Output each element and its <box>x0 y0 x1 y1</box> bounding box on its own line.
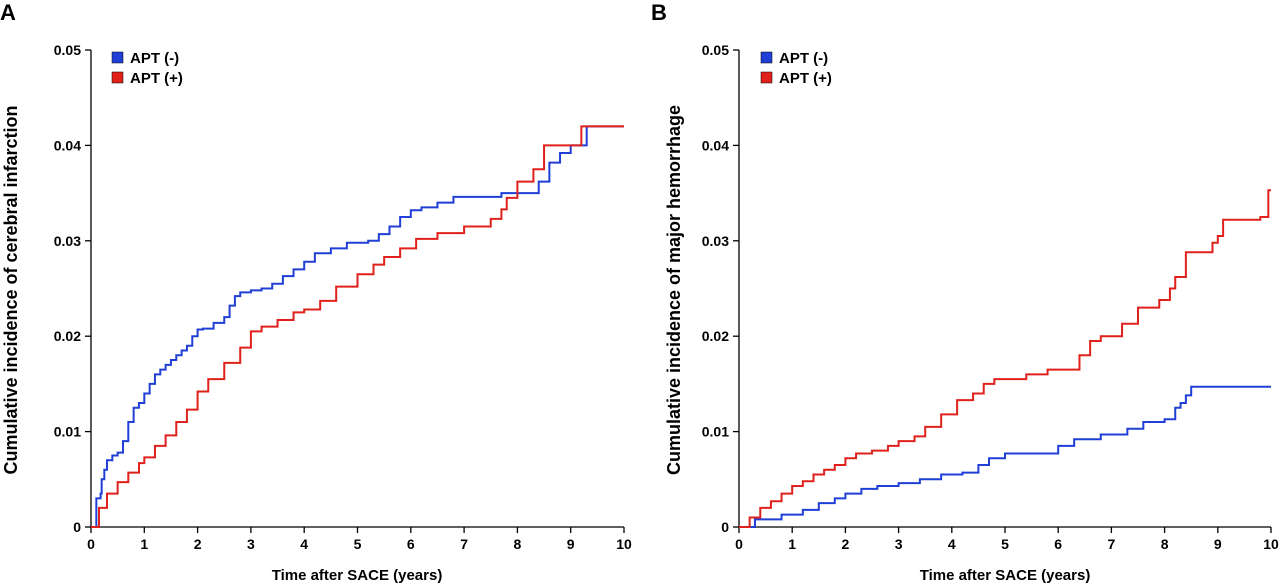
legend-swatch-apt-minus <box>760 51 773 64</box>
y-axis-title: Cumulative incidence of cerebral infarct… <box>1 105 21 474</box>
x-tick-label: 10 <box>1263 536 1279 552</box>
x-tick-label: 7 <box>460 536 468 552</box>
y-tick-label: 0 <box>721 519 729 535</box>
x-tick-label: 1 <box>140 536 148 552</box>
legend: APT (-) APT (+) <box>760 50 832 87</box>
x-tick-label: 3 <box>895 536 903 552</box>
legend-label-apt-minus: APT (-) <box>779 50 828 67</box>
legend-label-apt-plus: APT (+) <box>779 70 832 87</box>
legend-swatch-apt-minus <box>111 51 124 64</box>
series-layer <box>739 189 1271 528</box>
y-tick-label: 0.01 <box>702 424 729 440</box>
y-axis-title: Cumulative incidence of major hemorrhage <box>664 105 684 475</box>
y-tick-label: 0.04 <box>54 137 81 153</box>
x-tick-label: 3 <box>247 536 255 552</box>
series-line-apt-minus <box>91 125 624 528</box>
ticks: 0 1 2 3 4 5 6 7 8 9 10 0 0.01 0.02 0.03 0.04 0.05 <box>54 42 632 552</box>
y-tick-label: 0.03 <box>54 233 81 249</box>
panel-letter-a: A <box>0 0 16 25</box>
y-tick-label: 0.05 <box>54 42 81 58</box>
legend-swatch-apt-plus <box>111 71 124 84</box>
series-line-apt-plus <box>739 189 1271 528</box>
y-tick-label: 0 <box>73 519 81 535</box>
x-axis-title: Time after SACE (years) <box>920 567 1091 584</box>
legend-swatch-apt-plus <box>760 71 773 84</box>
y-tick-label: 0.05 <box>702 42 729 58</box>
legend-label-apt-minus: APT (-) <box>130 50 179 67</box>
x-tick-label: 0 <box>735 536 743 552</box>
x-axis-title: Time after SACE (years) <box>272 567 443 584</box>
y-tick-label: 0.02 <box>702 328 729 344</box>
x-tick-label: 0 <box>87 536 95 552</box>
ticks: 0 1 2 3 4 5 6 7 8 9 10 0 0.01 0.02 0.03 0.04 0.05 <box>702 42 1279 552</box>
x-tick-label: 5 <box>1001 536 1009 552</box>
y-tick-label: 0.04 <box>702 137 729 153</box>
x-tick-label: 6 <box>1054 536 1062 552</box>
panel-letter-b: B <box>651 0 667 25</box>
x-tick-label: 9 <box>1214 536 1222 552</box>
x-tick-label: 7 <box>1108 536 1116 552</box>
panel-b: B Cumulative incidence of major hemorrha… <box>651 0 1279 584</box>
x-tick-label: 4 <box>948 536 956 552</box>
x-tick-label: 1 <box>788 536 796 552</box>
series-line-apt-plus <box>91 125 624 528</box>
axes <box>90 50 624 528</box>
x-tick-label: 10 <box>616 536 632 552</box>
series-line-apt-minus <box>739 385 1271 528</box>
x-tick-label: 9 <box>567 536 575 552</box>
panel-a: A Cumulative incidence of cerebral infar… <box>0 0 632 584</box>
x-tick-label: 8 <box>1161 536 1169 552</box>
y-tick-label: 0.03 <box>702 233 729 249</box>
x-tick-label: 4 <box>300 536 308 552</box>
x-tick-label: 6 <box>407 536 415 552</box>
legend-label-apt-plus: APT (+) <box>130 70 183 87</box>
x-tick-label: 5 <box>354 536 362 552</box>
y-tick-label: 0.02 <box>54 328 81 344</box>
y-tick-label: 0.01 <box>54 424 81 440</box>
legend: APT (-) APT (+) <box>111 50 183 87</box>
x-tick-label: 2 <box>842 536 850 552</box>
x-tick-label: 8 <box>514 536 522 552</box>
x-tick-label: 2 <box>194 536 202 552</box>
series-layer <box>91 125 624 528</box>
